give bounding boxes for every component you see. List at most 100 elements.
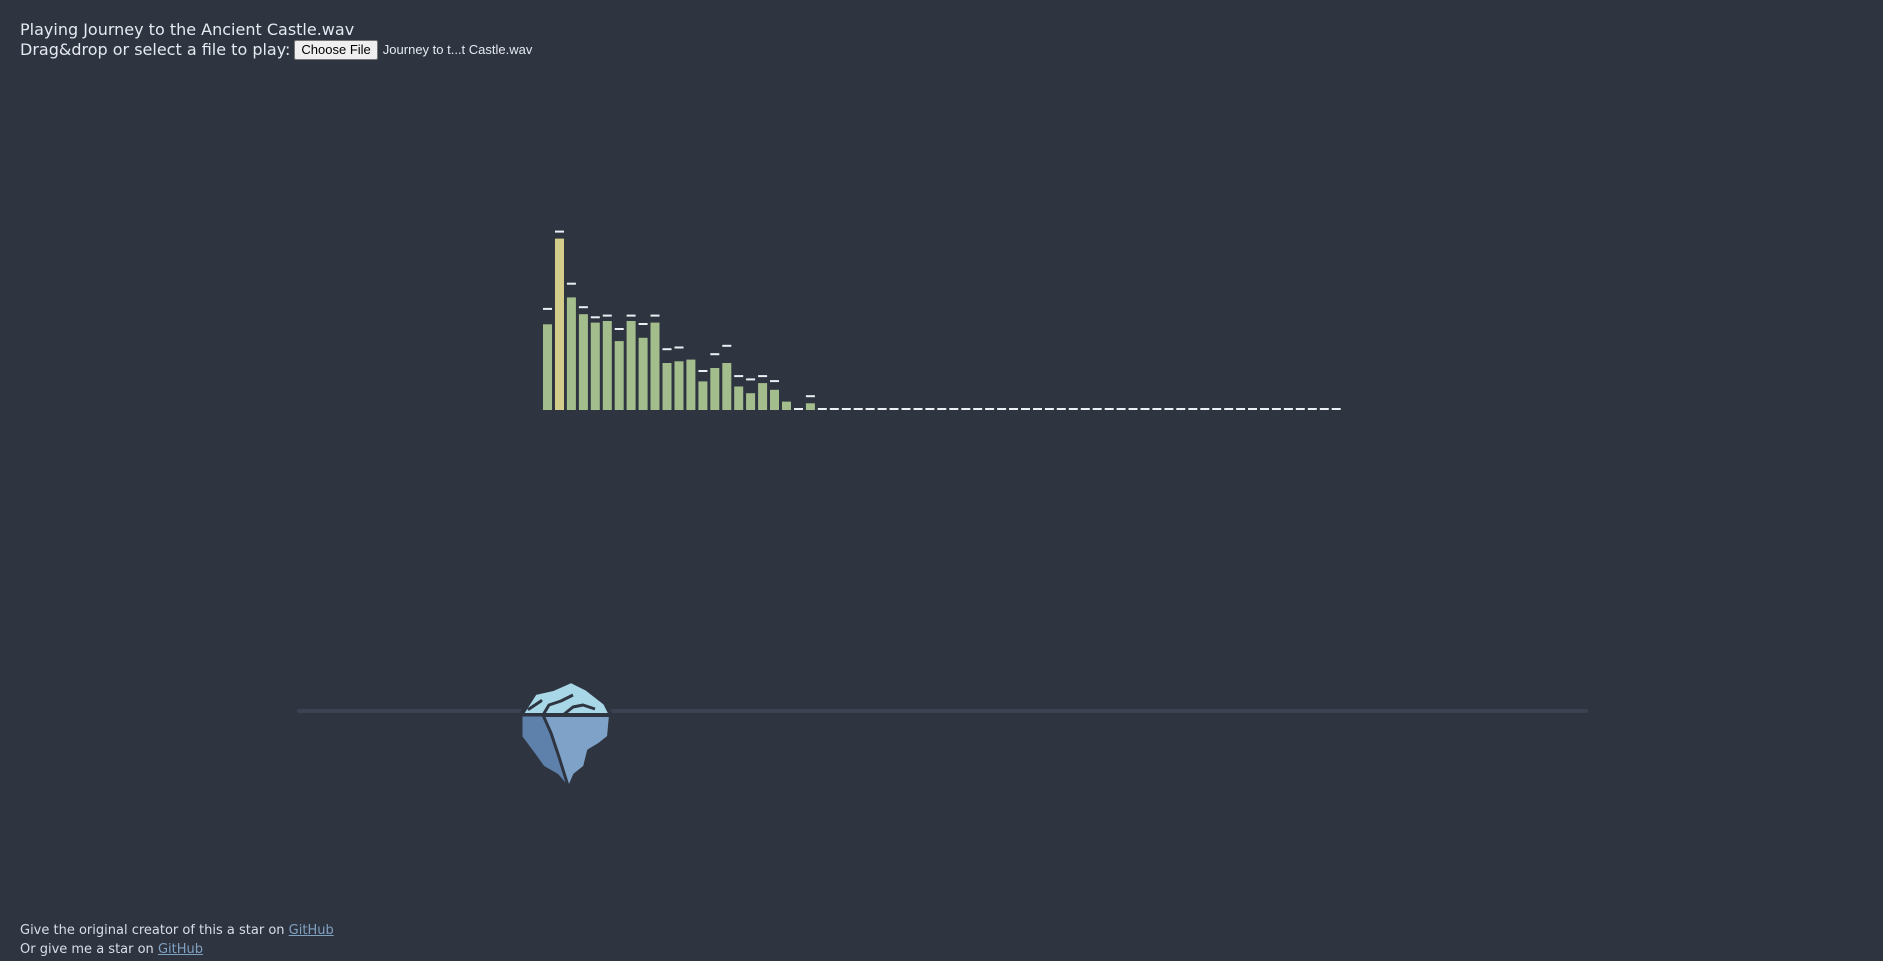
spectrum-bar xyxy=(1152,408,1162,410)
spectrum-bar xyxy=(614,341,624,410)
choose-file-button[interactable]: Choose File xyxy=(294,39,378,60)
spectrum-bar xyxy=(841,408,851,410)
spectrum-peak-cap xyxy=(770,380,779,383)
spectrum-bar xyxy=(722,363,732,410)
spectrum-bar xyxy=(578,314,588,410)
spectrum-bar xyxy=(1104,408,1114,410)
spectrum-bar xyxy=(1212,408,1222,410)
spectrum-bar xyxy=(698,381,708,410)
spectrum-bar xyxy=(638,337,648,410)
spectrum-bar xyxy=(1295,408,1305,410)
spectrum-peak-cap xyxy=(734,375,744,378)
spectrum-peak-cap xyxy=(555,230,564,233)
spectrum-bar xyxy=(1176,408,1186,410)
spectrum-bar xyxy=(961,408,971,410)
spectrum-bar xyxy=(758,383,768,410)
my-github-link[interactable]: GitHub xyxy=(157,942,203,957)
footer: Give the original creator of this a star… xyxy=(20,921,334,959)
spectrum-peak-cap xyxy=(746,378,756,381)
spectrum-bar xyxy=(853,408,863,410)
spectrum-bar xyxy=(1033,408,1042,410)
spectrum-peak-cap xyxy=(543,307,552,310)
spectrum-bar xyxy=(973,408,983,410)
footer-original-text: Give the original creator of this a star… xyxy=(20,923,289,938)
spectrum-bar xyxy=(1080,408,1090,410)
spectrum-bar xyxy=(1092,408,1102,410)
spectrum-bar xyxy=(1164,408,1174,410)
selected-file-name: Journey to t...t Castle.wav xyxy=(382,42,533,57)
spectrum-peak-cap xyxy=(698,370,708,372)
spectrum-bar xyxy=(686,359,696,410)
spectrum-bar xyxy=(650,322,660,410)
spectrum-peak-cap xyxy=(650,314,660,317)
spectrum-bar xyxy=(1307,408,1317,410)
spectrum-bar xyxy=(782,401,791,410)
spectrum-peak-cap xyxy=(578,306,588,309)
spectrum-bar xyxy=(1188,408,1198,410)
footer-line-original: Give the original creator of this a star… xyxy=(20,921,334,940)
spectrum-peak-cap xyxy=(566,282,576,285)
spectrum-bar xyxy=(1116,408,1126,410)
spectrum-bar xyxy=(734,386,744,410)
spectrum-bar xyxy=(1224,408,1234,410)
spectrum-bar xyxy=(829,408,839,410)
spectrum-peak-cap xyxy=(626,314,636,317)
iceberg-icon[interactable] xyxy=(513,675,623,795)
spectrum-peak-cap xyxy=(602,314,612,317)
spectrum-bar xyxy=(817,408,827,410)
spectrum-bar xyxy=(805,403,815,410)
spectrum-bar xyxy=(877,408,887,410)
spectrum-peak-cap xyxy=(805,395,815,398)
spectrum-peak-cap xyxy=(710,353,720,356)
spectrum-bar xyxy=(555,238,564,410)
spectrum-bar xyxy=(1236,408,1246,410)
spectrum-bar xyxy=(710,368,720,410)
spectrum-bar xyxy=(1009,408,1018,410)
file-prompt-label: Drag&drop or select a file to play: xyxy=(20,40,291,59)
spectrum-bar xyxy=(1044,408,1054,410)
spectrum-bar xyxy=(937,408,947,410)
footer-me-text: Or give me a star on xyxy=(20,942,158,957)
spectrum-bar xyxy=(949,408,959,410)
spectrum-bar xyxy=(1128,408,1138,410)
spectrum-peak-cap xyxy=(614,328,624,330)
spectrum-peak-cap xyxy=(758,375,768,378)
spectrum-bar xyxy=(1319,408,1329,410)
spectrum-bar xyxy=(662,363,672,410)
spectrum-bar xyxy=(913,408,923,410)
spectrum-bar xyxy=(1283,408,1293,410)
spectrum-peak-cap xyxy=(638,323,648,325)
spectrum-bar xyxy=(1331,408,1341,410)
spectrum-bar xyxy=(925,408,935,410)
spectrum-bar xyxy=(1021,408,1030,410)
spectrum-bar xyxy=(566,297,576,410)
file-select-row: Drag&drop or select a file to play: Choo… xyxy=(20,39,532,60)
spectrum-bar xyxy=(1140,408,1150,410)
spectrum-bar xyxy=(1056,408,1066,410)
footer-line-me: Or give me a star on GitHub xyxy=(20,940,334,959)
spectrum-peak-cap xyxy=(590,316,600,319)
spectrum-bar xyxy=(746,393,756,410)
spectrum-bar xyxy=(674,361,684,410)
original-github-link[interactable]: GitHub xyxy=(288,923,334,938)
header: Playing Journey to the Ancient Castle.wa… xyxy=(20,20,532,60)
spectrum-bar xyxy=(602,321,612,410)
spectrum-peak-cap xyxy=(674,346,684,349)
spectrum-peak-cap xyxy=(662,348,672,351)
spectrum-bar xyxy=(770,389,779,410)
progress-track[interactable] xyxy=(297,709,1588,713)
spectrum-bar xyxy=(865,408,875,410)
spectrum-bar xyxy=(889,408,899,410)
spectrum-bar xyxy=(794,408,803,410)
spectrum-bar xyxy=(1260,408,1269,410)
spectrum-bar xyxy=(543,324,552,410)
spectrum-bar xyxy=(626,321,636,410)
spectrum-bar xyxy=(1271,408,1281,410)
spectrum-bar xyxy=(997,408,1007,410)
spectrum-bar xyxy=(1248,408,1257,410)
spectrum-bar xyxy=(901,408,911,410)
spectrum-bar xyxy=(1068,408,1078,410)
spectrum-bar xyxy=(985,408,995,410)
